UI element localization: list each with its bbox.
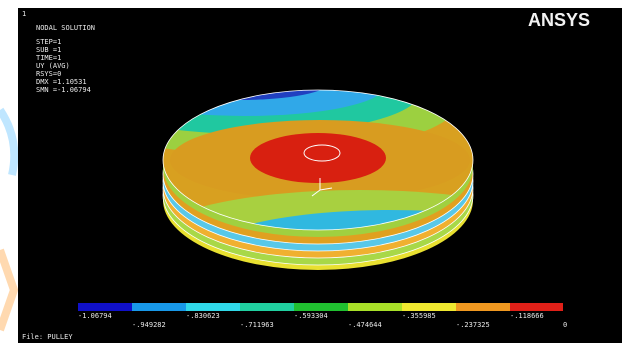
info-line: DMX =1.10531 [36,78,87,86]
legend-swatch [294,303,348,311]
ansys-logo: ANSYS [528,10,590,30]
info-line: SMN =-1.06794 [36,86,91,94]
legend-swatch [240,303,294,311]
legend-label: -.474644 [348,321,382,329]
legend-label: -.830623 [186,312,220,320]
info-line: TIME=1 [36,54,61,62]
info-line: STEP=1 [36,38,61,46]
legend-swatch [456,303,510,311]
legend-label: -.237325 [456,321,490,329]
info-line: RSYS=0 [36,70,61,78]
legend-swatch [186,303,240,311]
legend-swatch [510,303,563,311]
watermark [0,110,14,175]
file-name: File: PULLEY [22,333,73,341]
legend-label: -.711963 [240,321,274,329]
legend-label: -.355985 [402,312,436,320]
legend-swatch [402,303,456,311]
legend-swatch [78,303,132,311]
legend-label: -.949282 [132,321,166,329]
window-number: 1 [22,10,26,18]
info-line: SUB =1 [36,46,61,54]
legend-swatch [348,303,402,311]
watermark [0,250,14,330]
legend-swatch [132,303,186,311]
plot-title: NODAL SOLUTION [36,24,95,32]
legend-label: -1.06794 [78,312,112,320]
screenshot: 1 NODAL SOLUTION STEP=1 SUB =1 TIME=1 UY… [0,0,629,343]
legend-label: -.593304 [294,312,328,320]
legend-label: 0 [563,321,567,329]
info-line: UY (AVG) [36,62,70,70]
legend-label: -.118666 [510,312,544,320]
